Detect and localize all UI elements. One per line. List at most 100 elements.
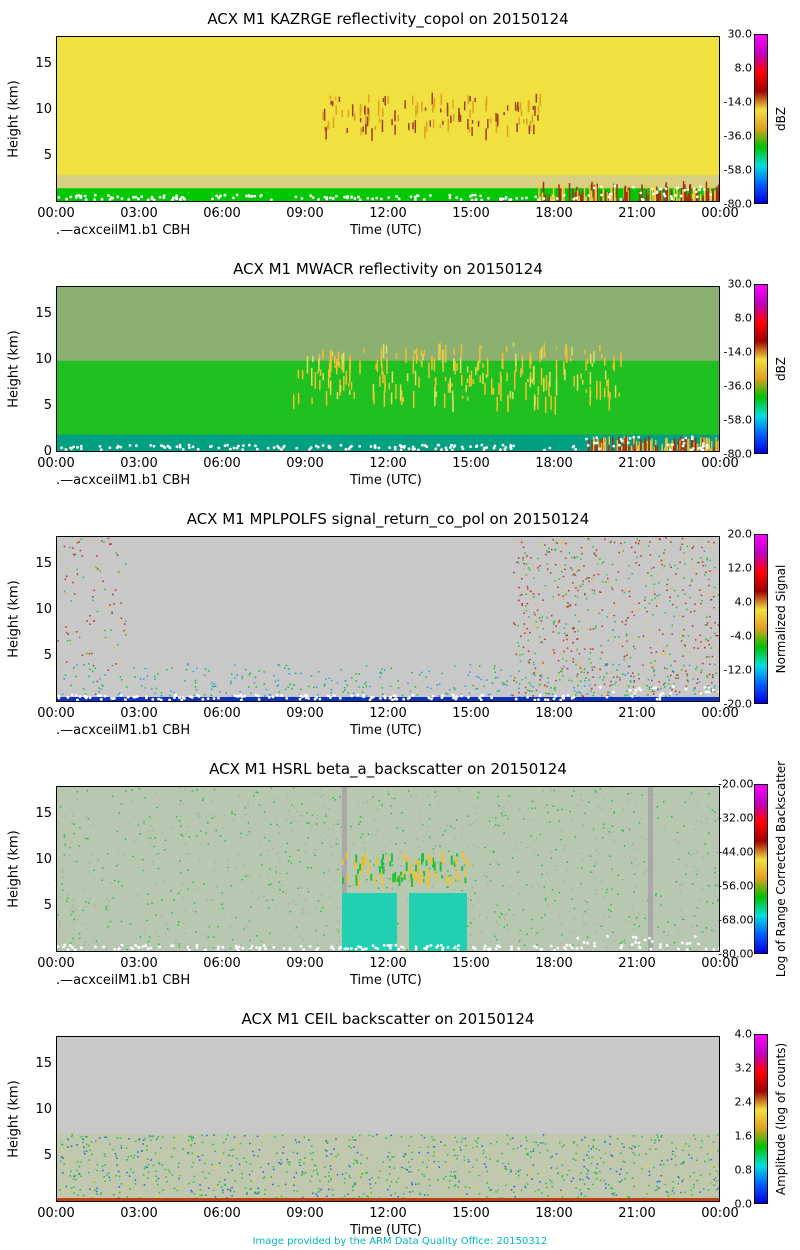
cirrus-streak	[362, 126, 364, 133]
cbh-point	[600, 193, 604, 197]
low-signal-pixel	[604, 664, 607, 667]
noise-pixel	[371, 834, 374, 836]
noise-pixel	[70, 1187, 73, 1189]
low-signal-pixel	[487, 694, 490, 696]
cbh-point	[542, 197, 546, 200]
noise-pixel	[521, 602, 524, 605]
noise-pixel	[87, 1171, 90, 1174]
noise-pixel	[335, 943, 338, 946]
x-tick-label: 00:00	[701, 706, 739, 721]
noise-pixel	[67, 893, 70, 896]
x-tick-label: 00:00	[37, 456, 75, 471]
noise-pixel	[592, 871, 595, 873]
noise-pixel	[663, 1180, 666, 1182]
noise-pixel	[150, 1139, 152, 1141]
noise-pixel	[709, 663, 711, 665]
cirrus-streak	[425, 121, 428, 132]
noise-pixel	[205, 1194, 207, 1196]
noise-pixel	[371, 1176, 373, 1179]
cbh-point	[298, 697, 302, 701]
noise-pixel	[552, 623, 555, 625]
noise-pixel	[290, 830, 293, 832]
noise-pixel	[268, 946, 271, 948]
low-signal-pixel	[541, 676, 543, 678]
noise-pixel	[518, 691, 520, 694]
noise-pixel	[691, 547, 694, 549]
noise-pixel	[128, 1138, 130, 1140]
cirrus-streak	[469, 96, 471, 102]
cbh-point	[258, 948, 261, 951]
noise-pixel	[562, 541, 564, 544]
noise-pixel	[555, 1153, 558, 1155]
cbh-point	[180, 698, 184, 701]
cbh-point	[175, 445, 179, 449]
noise-pixel	[699, 1191, 701, 1193]
noise-pixel	[553, 652, 556, 654]
noise-pixel	[543, 886, 546, 888]
noise-pixel	[104, 1136, 106, 1138]
cloud-column	[608, 197, 611, 201]
noise-pixel	[155, 845, 158, 847]
noise-pixel	[527, 650, 530, 653]
cloud-streak	[335, 359, 338, 375]
noise-pixel	[637, 542, 640, 545]
cbh-point	[369, 696, 373, 700]
noise-pixel	[69, 639, 72, 642]
noise-pixel	[574, 557, 576, 559]
noise-pixel	[604, 538, 606, 541]
low-signal-pixel	[460, 693, 463, 696]
noise-pixel	[555, 865, 557, 867]
noise-pixel	[192, 1181, 195, 1183]
low-signal-pixel	[670, 664, 672, 667]
low-cloud-column	[665, 438, 667, 451]
noise-pixel	[595, 549, 598, 552]
noise-pixel	[693, 567, 696, 569]
noise-pixel	[645, 663, 648, 665]
noise-pixel	[155, 793, 157, 795]
noise-pixel	[103, 541, 105, 543]
noise-pixel	[361, 833, 364, 836]
noise-pixel	[485, 876, 488, 878]
cirrus-streak	[365, 116, 367, 129]
noise-pixel	[268, 840, 271, 842]
noise-pixel	[199, 843, 202, 845]
noise-pixel	[666, 947, 668, 949]
noise-pixel	[64, 843, 66, 846]
cloud-streak	[395, 353, 398, 359]
noise-pixel	[91, 1144, 93, 1146]
cloud-streak	[529, 376, 531, 388]
noise-pixel	[243, 928, 245, 930]
noise-pixel	[671, 587, 674, 590]
noise-pixel	[520, 593, 523, 596]
noise-pixel	[314, 1164, 317, 1167]
noise-pixel	[359, 836, 362, 838]
cbh-point	[460, 694, 463, 698]
noise-pixel	[433, 1151, 436, 1153]
noise-pixel	[178, 1177, 180, 1180]
noise-pixel	[627, 616, 630, 619]
noise-pixel	[201, 1154, 204, 1157]
noise-pixel	[617, 874, 620, 877]
noise-pixel	[660, 559, 663, 562]
noise-pixel	[632, 645, 635, 648]
noise-pixel	[410, 794, 413, 796]
cbh-point	[479, 698, 483, 701]
noise-pixel	[520, 1189, 523, 1192]
noise-pixel	[628, 564, 630, 567]
cloud-streak	[395, 384, 397, 400]
low-signal-pixel	[214, 685, 217, 688]
low-signal-pixel	[468, 671, 471, 673]
noise-pixel	[412, 1185, 415, 1187]
low-signal-pixel	[344, 680, 347, 682]
low-signal-pixel	[365, 665, 368, 667]
cbh-point	[613, 184, 617, 188]
noise-pixel	[620, 542, 622, 545]
cbh-point	[353, 197, 357, 200]
noise-pixel	[644, 1165, 646, 1167]
low-signal-pixel	[239, 690, 241, 693]
noise-pixel	[641, 794, 644, 797]
noise-pixel	[530, 557, 532, 559]
noise-pixel	[443, 1144, 446, 1147]
noise-pixel	[621, 589, 624, 592]
low-signal-pixel	[361, 691, 364, 693]
